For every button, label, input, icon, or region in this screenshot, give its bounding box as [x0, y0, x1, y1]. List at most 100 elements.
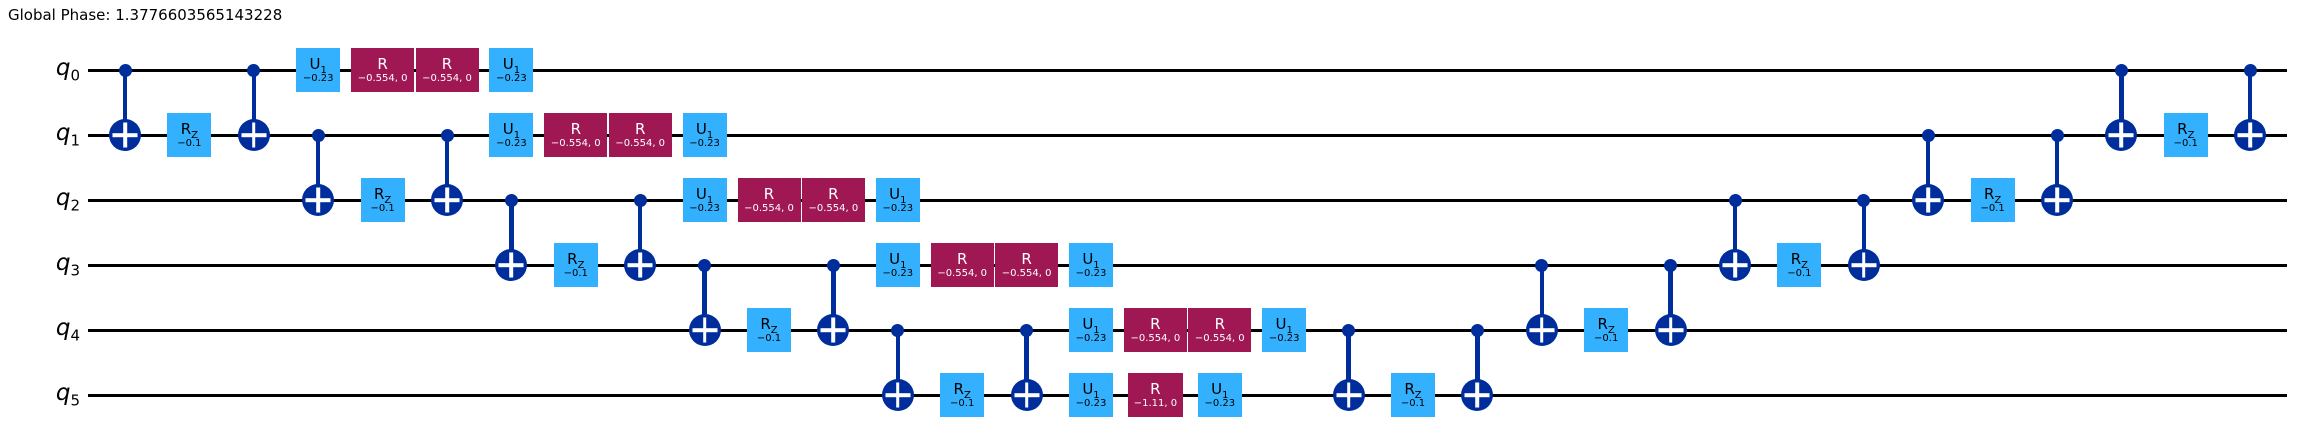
cx-control-dot [2050, 128, 2064, 142]
cx-control-dot [891, 323, 905, 337]
cx-target-plus-icon [1719, 249, 1751, 281]
cx-control-dot [1857, 193, 1871, 207]
cx-control-dot [1342, 323, 1356, 337]
cx-target-plus-icon [1912, 184, 1945, 216]
gate-label: U1 [502, 119, 521, 141]
gate-param: −0.1 [1980, 203, 2005, 215]
gate-param: −0.554, 0 [550, 138, 601, 150]
gate-label: U1 [695, 119, 714, 141]
gate-param: −0.23 [882, 268, 914, 280]
cx-control-dot [118, 63, 132, 77]
cx-target-plus-icon [237, 119, 270, 151]
gate-label: R [441, 54, 453, 73]
gate-r554-q4: R −0.554, 0 [1188, 308, 1252, 352]
plus-v-bar [1346, 382, 1351, 408]
cx-connector [637, 200, 643, 265]
cx-target-plus-icon [2041, 184, 2073, 216]
cx-connector [702, 265, 707, 330]
gate-label: U1 [889, 184, 907, 206]
gate-param: −0.1 [2173, 138, 2198, 150]
cx-control-dot [311, 128, 325, 142]
qubit-label-q4: q4 [55, 315, 80, 345]
gate-param: −0.23 [1204, 398, 1236, 410]
qubit-wire-q0 [88, 68, 2287, 72]
cx-control-dot [440, 128, 454, 142]
gate-r554-q3: R −0.554, 0 [930, 243, 994, 287]
gate-param: −0.23 [689, 203, 720, 215]
cx-target-plus-icon [495, 249, 528, 281]
global-phase-label: Global Phase: 1.3776603565143228 [8, 6, 283, 24]
gate-param: −0.23 [1075, 398, 1107, 410]
qubit-label-q2: q2 [55, 185, 80, 215]
gate-label: RZ [373, 184, 392, 206]
gate-param: −0.23 [1075, 268, 1107, 280]
gate-u1-q0: U1 −0.23 [296, 48, 341, 92]
gate-label: R [1214, 314, 1226, 333]
qubit-label-q5: q5 [55, 380, 80, 410]
gate-r554-q3: R −0.554, 0 [995, 243, 1059, 287]
cx-connector [1861, 200, 1867, 265]
gate-u1-q4: U1 −0.23 [1262, 308, 1307, 352]
cx-connector [2247, 70, 2253, 135]
gate-r554-q0: R −0.554, 0 [351, 48, 415, 92]
gate-r554-q1: R −0.554, 0 [608, 113, 672, 157]
gate-r554-q4: R −0.554, 0 [1123, 308, 1187, 352]
gate-label: R [634, 119, 646, 138]
cx-connector [2119, 70, 2124, 135]
gate-param: −0.554, 0 [1194, 333, 1245, 345]
cx-connector [1732, 200, 1738, 265]
cx-connector [831, 265, 836, 330]
gate-label: RZ [180, 119, 199, 141]
gate-label: U1 [309, 54, 327, 76]
gate-param: −0.1 [756, 333, 782, 345]
gate-param: −0.23 [1268, 333, 1300, 345]
cx-target-plus-icon [1525, 314, 1558, 346]
plus-v-bar [509, 252, 514, 278]
cx-target-plus-icon [431, 184, 463, 216]
qubit-wire-q1 [88, 133, 2287, 137]
cx-control-dot [504, 193, 518, 207]
plus-v-bar [2055, 187, 2059, 213]
gate-label: RZ [1597, 314, 1615, 336]
cx-connector [1925, 135, 1931, 200]
gate-r554-q0: R −0.554, 0 [415, 48, 479, 92]
gate-u1-q1: U1 −0.23 [489, 113, 534, 157]
gate-rz-q3: RZ −0.1 [1777, 243, 1822, 287]
cx-target-plus-icon [2234, 119, 2267, 151]
cx-target-plus-icon [881, 379, 914, 411]
gate-param: −0.554, 0 [937, 268, 988, 280]
cx-target-plus-icon [1654, 314, 1687, 346]
gate-label: RZ [1404, 379, 1422, 401]
gate-rz-q1: RZ −0.1 [167, 113, 212, 157]
gate-label: R [1021, 249, 1032, 268]
gate-label: RZ [1983, 184, 2002, 206]
gate-label: R [763, 184, 775, 203]
gate-label: U1 [1275, 314, 1293, 336]
gate-param: −0.23 [1075, 333, 1107, 345]
gate-label: R [570, 119, 582, 138]
gate-rz-q2: RZ −0.1 [1970, 178, 2015, 222]
gate-u1-q5: U1 −0.23 [1069, 373, 1113, 417]
gate-param: −0.554, 0 [422, 73, 472, 85]
cx-connector [1539, 265, 1545, 330]
gate-label: R [1150, 314, 1161, 333]
cx-control-dot [1728, 193, 1742, 207]
cx-control-dot [1470, 323, 1484, 337]
cx-target-plus-icon [1461, 379, 1494, 411]
gate-label: RZ [953, 379, 971, 401]
gate-rz-q3: RZ −0.1 [553, 243, 598, 287]
cx-control-dot [1535, 258, 1549, 272]
gate-label: U1 [695, 184, 714, 206]
gate-r554-q1: R −0.554, 0 [544, 113, 608, 157]
qubit-wire-q2 [88, 198, 2287, 202]
plus-v-bar [1926, 187, 1930, 213]
plus-v-bar [445, 187, 449, 213]
plus-v-bar [831, 317, 836, 343]
plus-v-bar [1475, 382, 1480, 408]
plus-v-bar [123, 122, 127, 148]
gate-param: −0.1 [370, 203, 395, 215]
gate-param: −0.23 [302, 73, 334, 85]
cx-target-plus-icon [1847, 249, 1880, 281]
gate-label: R [956, 249, 968, 268]
